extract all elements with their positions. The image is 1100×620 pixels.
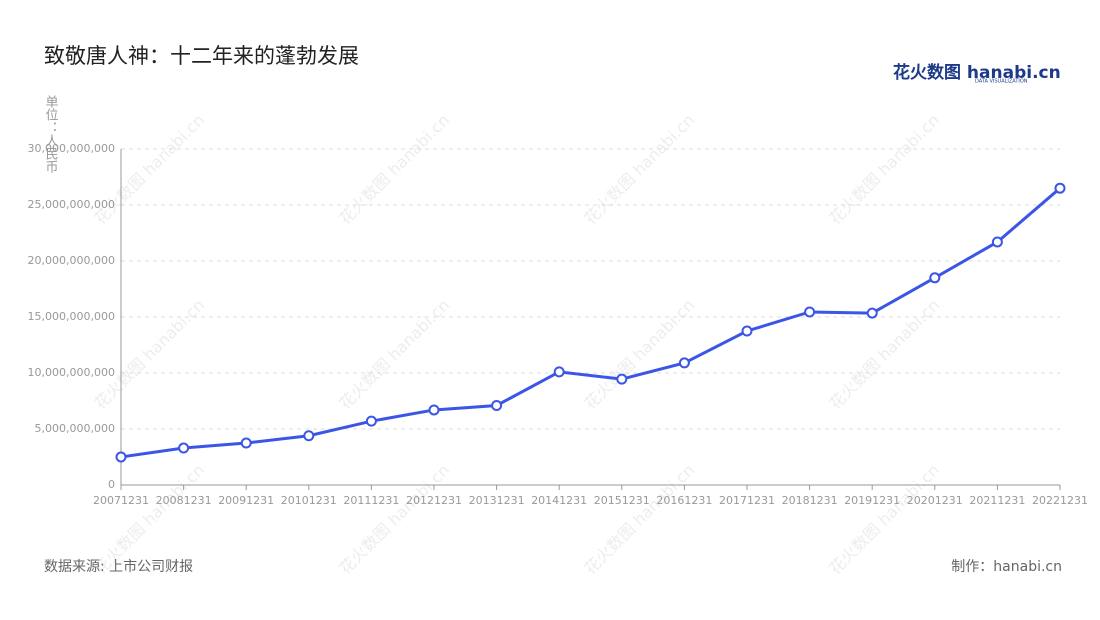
- point: [929, 272, 941, 284]
- x-tick-label: 20171231: [719, 494, 775, 507]
- x-tick-label: 20081231: [156, 494, 212, 507]
- x-tick-label: 20111231: [343, 494, 399, 507]
- point: [678, 357, 690, 369]
- x-tick-label: 20101231: [281, 494, 337, 507]
- point: [303, 430, 315, 442]
- watermark: 花火数图 hanabi.cn: [335, 110, 453, 228]
- x-tick-label: 20091231: [218, 494, 274, 507]
- line: [120, 187, 1061, 459]
- watermark: 花火数图 hanabi.cn: [580, 295, 698, 413]
- point: [1054, 182, 1066, 194]
- point: [804, 306, 816, 318]
- chart-title: 致敬唐人神：十二年来的蓬勃发展: [44, 44, 359, 68]
- point: [178, 442, 190, 454]
- y-axis-label: 单位：人民币: [43, 95, 59, 173]
- x-tick-label: 20201231: [907, 494, 963, 507]
- watermark: 花火数图 hanabi.cn: [580, 460, 698, 578]
- x-tick-label: 20131231: [469, 494, 525, 507]
- watermark: 花火数图 hanabi.cn: [825, 460, 943, 578]
- x-tick-label: 20151231: [594, 494, 650, 507]
- x-tick-label: 20071231: [93, 494, 149, 507]
- point: [491, 399, 503, 411]
- credit: 制作：hanabi.cn: [951, 559, 1062, 575]
- watermark: 花火数图 hanabi.cn: [825, 110, 943, 228]
- x-tick-label: 20121231: [406, 494, 462, 507]
- point: [616, 373, 628, 385]
- x-tick-label: 20181231: [782, 494, 838, 507]
- point: [741, 325, 753, 337]
- y-tick-label: 0: [108, 478, 115, 491]
- point: [866, 307, 878, 319]
- watermark: 花火数图 hanabi.cn: [335, 460, 453, 578]
- y-tick-label: 10,000,000,000: [28, 366, 115, 379]
- logo: 花火数图 hanabi.cn: [893, 62, 1061, 83]
- x-tick-label: 20221231: [1032, 494, 1088, 507]
- point: [991, 236, 1003, 248]
- point: [553, 366, 565, 378]
- y-tick-label: 30,000,000,000: [28, 142, 115, 155]
- x-tick-label: 20141231: [531, 494, 587, 507]
- y-tick-label: 5,000,000,000: [35, 422, 115, 435]
- y-tick-label: 25,000,000,000: [28, 198, 115, 211]
- watermark: 花火数图 hanabi.cn: [335, 295, 453, 413]
- point: [115, 451, 127, 463]
- x-tick-label: 20191231: [844, 494, 900, 507]
- watermark: 花火数图 hanabi.cn: [580, 110, 698, 228]
- x-tick-label: 20211231: [969, 494, 1025, 507]
- point: [365, 415, 377, 427]
- y-tick-label: 15,000,000,000: [28, 310, 115, 323]
- x-tick-label: 20161231: [656, 494, 712, 507]
- point: [428, 404, 440, 416]
- point: [240, 437, 252, 449]
- y-tick-label: 20,000,000,000: [28, 254, 115, 267]
- source: 数据来源: 上市公司财报: [44, 558, 193, 575]
- logo-sub: DATA VISUALIZATION: [975, 79, 1028, 85]
